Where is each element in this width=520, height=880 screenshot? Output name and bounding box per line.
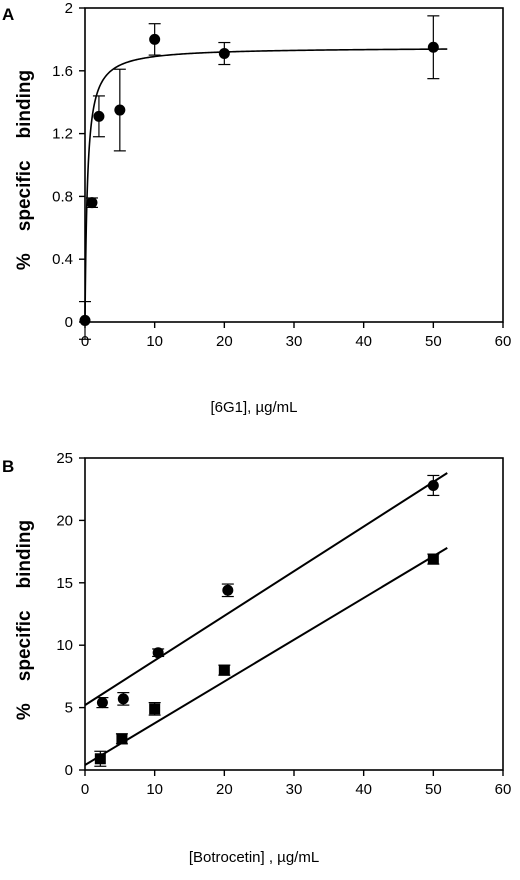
y-axis-label-word: specific [14, 610, 35, 681]
fit-line [84, 472, 448, 706]
data-point [96, 697, 108, 709]
x-tick-label: 30 [286, 781, 303, 798]
x-tick-label: 20 [216, 781, 233, 798]
plot-frame [84, 457, 504, 771]
x-tick-label: 60 [495, 333, 512, 350]
data-point [86, 197, 98, 209]
y-tick-label: 1.2 [52, 126, 73, 143]
x-tick-label: 30 [286, 333, 303, 350]
y-tick-label: 0.4 [52, 251, 73, 268]
data-point [149, 703, 161, 715]
data-point [93, 110, 105, 122]
data-point [149, 33, 161, 45]
data-point [218, 48, 230, 60]
x-tick-label: 60 [495, 781, 512, 798]
x-tick-label: 50 [425, 781, 442, 798]
data-point [116, 733, 128, 745]
data-point [427, 553, 439, 565]
y-tick-label: 5 [65, 700, 73, 717]
chart-panel-a: A 0 10 20 30 40 50 60 0 0.4 0.8 1.2 1.6 2 [6G1], µg/mL… [2, 0, 511, 416]
data-point [218, 664, 230, 676]
fit-curve [84, 48, 448, 322]
data-point [79, 314, 91, 326]
chart-panel-b: B 0 10 20 30 40 50 60 0 5 10 15 20 25 [Botrocetin] , µ… [2, 450, 511, 866]
panel-letter: A [2, 5, 14, 24]
y-tick-label: 0 [65, 314, 73, 331]
y-axis-label-word: % [14, 703, 35, 720]
y-tick-label: 1.6 [52, 63, 73, 80]
y-axis-label-word: binding [14, 520, 35, 589]
x-tick-label: 10 [146, 781, 163, 798]
y-tick-label: 0 [65, 762, 73, 779]
data-point [114, 104, 126, 116]
x-tick-label: 40 [355, 333, 372, 350]
data-point [94, 753, 106, 765]
x-tick-label: 20 [216, 333, 233, 350]
y-tick-label: 2 [65, 0, 73, 17]
y-axis-label: % specific binding [14, 70, 35, 270]
x-tick-label: 50 [425, 333, 442, 350]
fit-line [84, 546, 448, 766]
data-point [117, 693, 129, 705]
data-point [152, 647, 164, 659]
x-tick-label: 0 [81, 333, 89, 350]
data-point [427, 41, 439, 53]
panel-letter: B [2, 457, 14, 476]
x-tick-label: 10 [146, 333, 163, 350]
y-tick-label: 10 [56, 637, 73, 654]
plot-frame [84, 7, 504, 323]
series-2 [84, 546, 448, 767]
x-axis-label: [Botrocetin] , µg/mL [189, 849, 319, 866]
data-point [222, 584, 234, 596]
y-axis-label-word: binding [14, 70, 35, 139]
data-point [427, 479, 439, 491]
series-1 [84, 472, 448, 709]
y-axis-label: % specific binding [14, 520, 35, 720]
y-axis-label-word: % [14, 253, 35, 270]
x-tick-label: 0 [81, 781, 89, 798]
x-axis-label: [6G1], µg/mL [210, 399, 297, 416]
y-axis-label-word: specific [14, 160, 35, 231]
y-tick-label: 25 [56, 450, 73, 467]
y-tick-label: 0.8 [52, 188, 73, 205]
y-tick-label: 20 [56, 512, 73, 529]
x-tick-label: 40 [355, 781, 372, 798]
series-1 [79, 15, 448, 340]
y-tick-label: 15 [56, 575, 73, 592]
